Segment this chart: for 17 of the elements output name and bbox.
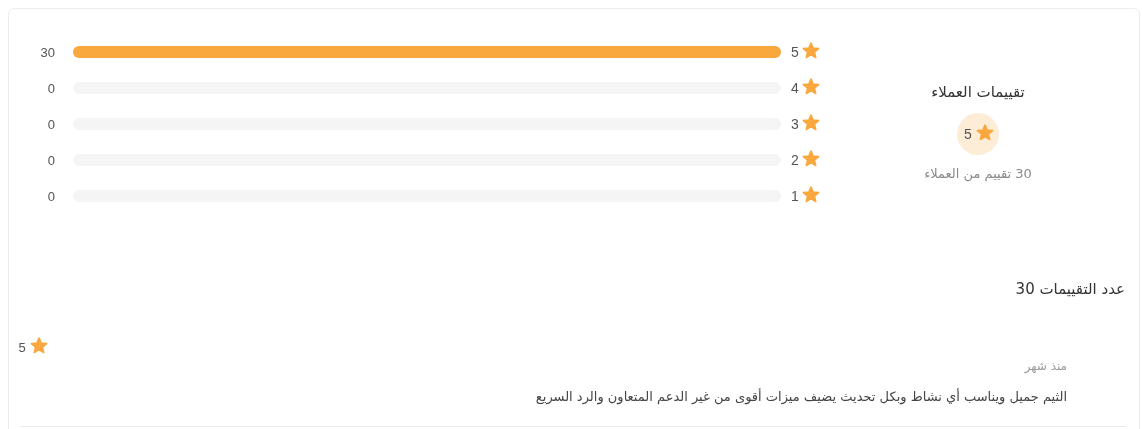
text: 5: [18, 339, 26, 355]
text: الثيم جميل ويناسب أي نشاط وبكل تحديث يضيف ميزات أقوى من غير الدعم المتعاون والرد السريع: [535, 388, 1067, 406]
text: 5: [964, 126, 973, 142]
data-label: 30: [40, 44, 55, 60]
data-label: 0: [47, 116, 55, 132]
data-label: 0: [47, 188, 55, 204]
text: منذ شهر: [1024, 359, 1067, 375]
y-tick-label: 3: [791, 116, 800, 132]
y-tick-label: 5: [791, 44, 800, 60]
y-tick-label: 4: [791, 80, 800, 96]
text: 30 تقييم من العملاء: [924, 165, 1032, 183]
text: تقييمات العملاء: [931, 83, 1025, 103]
y-tick-label: 1: [791, 188, 800, 204]
y-tick-label: 2: [791, 152, 800, 168]
data-label: 0: [47, 80, 55, 96]
text: عدد التقييمات 30: [1015, 280, 1125, 300]
data-label: 0: [47, 152, 55, 168]
